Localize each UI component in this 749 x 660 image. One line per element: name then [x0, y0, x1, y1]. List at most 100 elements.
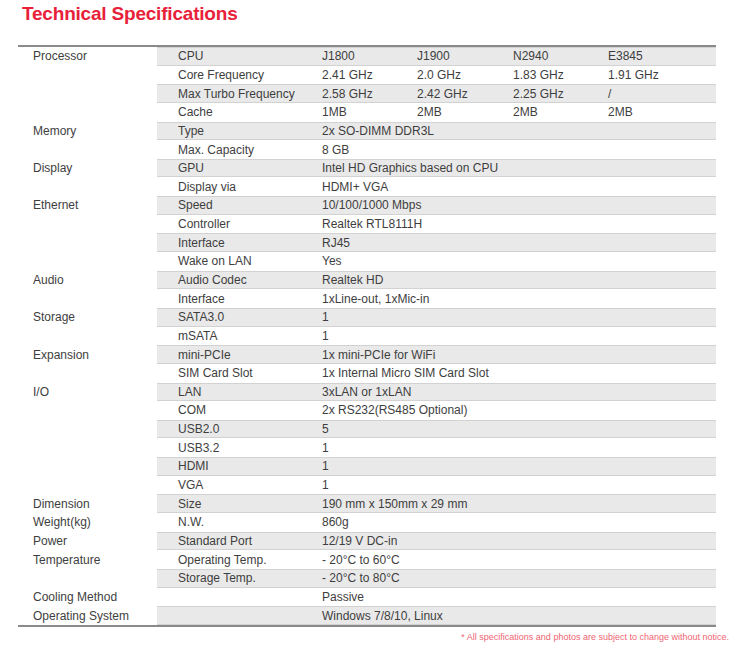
row-spec-label: Standard Port	[178, 534, 252, 548]
row-spec-label: mini-PCIe	[178, 348, 231, 362]
row-category	[18, 252, 157, 271]
row-value: 1.91 GHz	[608, 68, 659, 82]
row-stripe: Windows 7/8/10, Linux	[157, 606, 716, 625]
row-value: 2.0 GHz	[417, 68, 461, 82]
row-stripe: GPU Intel HD Graphics based on CPU	[157, 159, 716, 178]
row-category: Memory	[18, 122, 157, 141]
row-stripe: SIM Card Slot 1x Internal Micro SIM Card…	[157, 364, 716, 383]
row-stripe: Controller Realtek RTL8111H	[157, 215, 716, 234]
row-stripe: USB3.2 1	[157, 438, 716, 457]
row-spec-label: Interface	[178, 236, 225, 250]
row-stripe: Max Turbo Frequency 2.58 GHz2.42 GHz2.25…	[157, 84, 716, 103]
row-category: Operating System	[18, 606, 157, 625]
row-value: 2.42 GHz	[417, 87, 468, 101]
row-value: Realtek RTL8111H	[322, 217, 422, 231]
row-spec-label: Max. Capacity	[178, 143, 254, 157]
row-stripe: Audio Codec Realtek HD	[157, 271, 716, 290]
row-value: 2x RS232(RS485 Optional)	[322, 403, 467, 417]
row-spec-label: HDMI	[178, 459, 209, 473]
row-spec-label: Wake on LAN	[178, 254, 252, 268]
row-value: 2MB	[417, 105, 442, 119]
spec-table: Processor CPU J1800J1900N2940E3845 Core …	[18, 45, 716, 627]
row-spec-label: SIM Card Slot	[178, 366, 253, 380]
table-row: Cache 1MB2MB2MB2MB	[18, 103, 716, 122]
table-row: Operating System Windows 7/8/10, Linux	[18, 606, 716, 625]
table-row: Cooling Method Passive	[18, 588, 716, 607]
row-spec-label: LAN	[178, 385, 201, 399]
page-title: Technical Specifications	[22, 3, 238, 25]
row-spec-label: USB3.2	[178, 441, 219, 455]
table-row: Storage SATA3.0 1	[18, 308, 716, 327]
footnote: * All specifications and photos are subj…	[461, 632, 729, 642]
table-row: Display via HDMI+ VGA	[18, 177, 716, 196]
table-row: Display GPU Intel HD Graphics based on C…	[18, 159, 716, 178]
row-value: 3xLAN or 1xLAN	[322, 385, 411, 399]
row-value: 1	[322, 329, 329, 343]
row-stripe: CPU J1800J1900N2940E3845	[157, 47, 716, 66]
table-row: Dimension Size 190 mm x 150mm x 29 mm	[18, 494, 716, 513]
row-stripe: Display via HDMI+ VGA	[157, 177, 716, 196]
row-value: 1	[322, 459, 329, 473]
table-row: Ethernet Speed 10/100/1000 Mbps	[18, 196, 716, 215]
table-row: SIM Card Slot 1x Internal Micro SIM Card…	[18, 364, 716, 383]
row-category	[18, 84, 157, 103]
table-row: Power Standard Port 12/19 V DC-in	[18, 532, 716, 551]
table-row: Core Frequency 2.41 GHz2.0 GHz1.83 GHz1.…	[18, 66, 716, 85]
row-value: RJ45	[322, 236, 350, 250]
row-category: Temperature	[18, 550, 157, 569]
row-stripe: VGA 1	[157, 476, 716, 495]
row-value: J1900	[417, 49, 450, 63]
table-row: Interface RJ45	[18, 233, 716, 252]
row-spec-label: Type	[178, 124, 204, 138]
row-category: I/O	[18, 383, 157, 402]
table-row: mSATA 1	[18, 327, 716, 346]
row-category	[18, 289, 157, 308]
row-value: 860g	[322, 515, 349, 529]
row-value: Passive	[322, 590, 364, 604]
row-stripe: mini-PCIe 1x mini-PCIe for WiFi	[157, 345, 716, 364]
table-row: Controller Realtek RTL8111H	[18, 215, 716, 234]
row-stripe: Speed 10/100/1000 Mbps	[157, 196, 716, 215]
row-value: - 20°C to 60°C	[322, 553, 400, 567]
row-stripe: Cache 1MB2MB2MB2MB	[157, 103, 716, 122]
table-row: Temperature Operating Temp. - 20°C to 60…	[18, 550, 716, 569]
row-value: 1x mini-PCIe for WiFi	[322, 348, 435, 362]
row-category	[18, 420, 157, 439]
row-value: J1800	[322, 49, 355, 63]
row-category	[18, 364, 157, 383]
row-value: 1	[322, 441, 329, 455]
row-category	[18, 103, 157, 122]
row-category: Weight(kg)	[18, 513, 157, 532]
row-category: Processor	[18, 47, 157, 66]
row-stripe: Operating Temp. - 20°C to 60°C	[157, 550, 716, 569]
row-value: 190 mm x 150mm x 29 mm	[322, 497, 467, 511]
table-row: VGA 1	[18, 476, 716, 495]
row-stripe: Interface 1xLine-out, 1xMic-in	[157, 289, 716, 308]
row-value: 1xLine-out, 1xMic-in	[322, 292, 429, 306]
row-value: Intel HD Graphics based on CPU	[322, 161, 498, 175]
row-spec-label: Max Turbo Frequency	[178, 87, 295, 101]
table-row: Expansion mini-PCIe 1x mini-PCIe for WiF…	[18, 345, 716, 364]
row-stripe: Size 190 mm x 150mm x 29 mm	[157, 494, 716, 513]
row-value: 1MB	[322, 105, 347, 119]
row-value: 10/100/1000 Mbps	[322, 198, 421, 212]
row-stripe: Core Frequency 2.41 GHz2.0 GHz1.83 GHz1.…	[157, 66, 716, 85]
row-stripe: USB2.0 5	[157, 420, 716, 439]
row-spec-label: Size	[178, 497, 201, 511]
row-category: Ethernet	[18, 196, 157, 215]
row-stripe: Storage Temp. - 20°C to 80°C	[157, 569, 716, 588]
row-value: 2x SO-DIMM DDR3L	[322, 124, 434, 138]
table-row: I/O LAN 3xLAN or 1xLAN	[18, 383, 716, 402]
row-category	[18, 66, 157, 85]
row-value: - 20°C to 80°C	[322, 571, 400, 585]
row-stripe: Standard Port 12/19 V DC-in	[157, 532, 716, 551]
table-row: Max. Capacity 8 GB	[18, 140, 716, 159]
row-stripe: SATA3.0 1	[157, 308, 716, 327]
row-value: 1	[322, 478, 329, 492]
row-category: Storage	[18, 308, 157, 327]
row-spec-label: USB2.0	[178, 422, 219, 436]
row-category	[18, 140, 157, 159]
row-value: 12/19 V DC-in	[322, 534, 397, 548]
table-row: USB2.0 5	[18, 420, 716, 439]
row-value: 5	[322, 422, 329, 436]
